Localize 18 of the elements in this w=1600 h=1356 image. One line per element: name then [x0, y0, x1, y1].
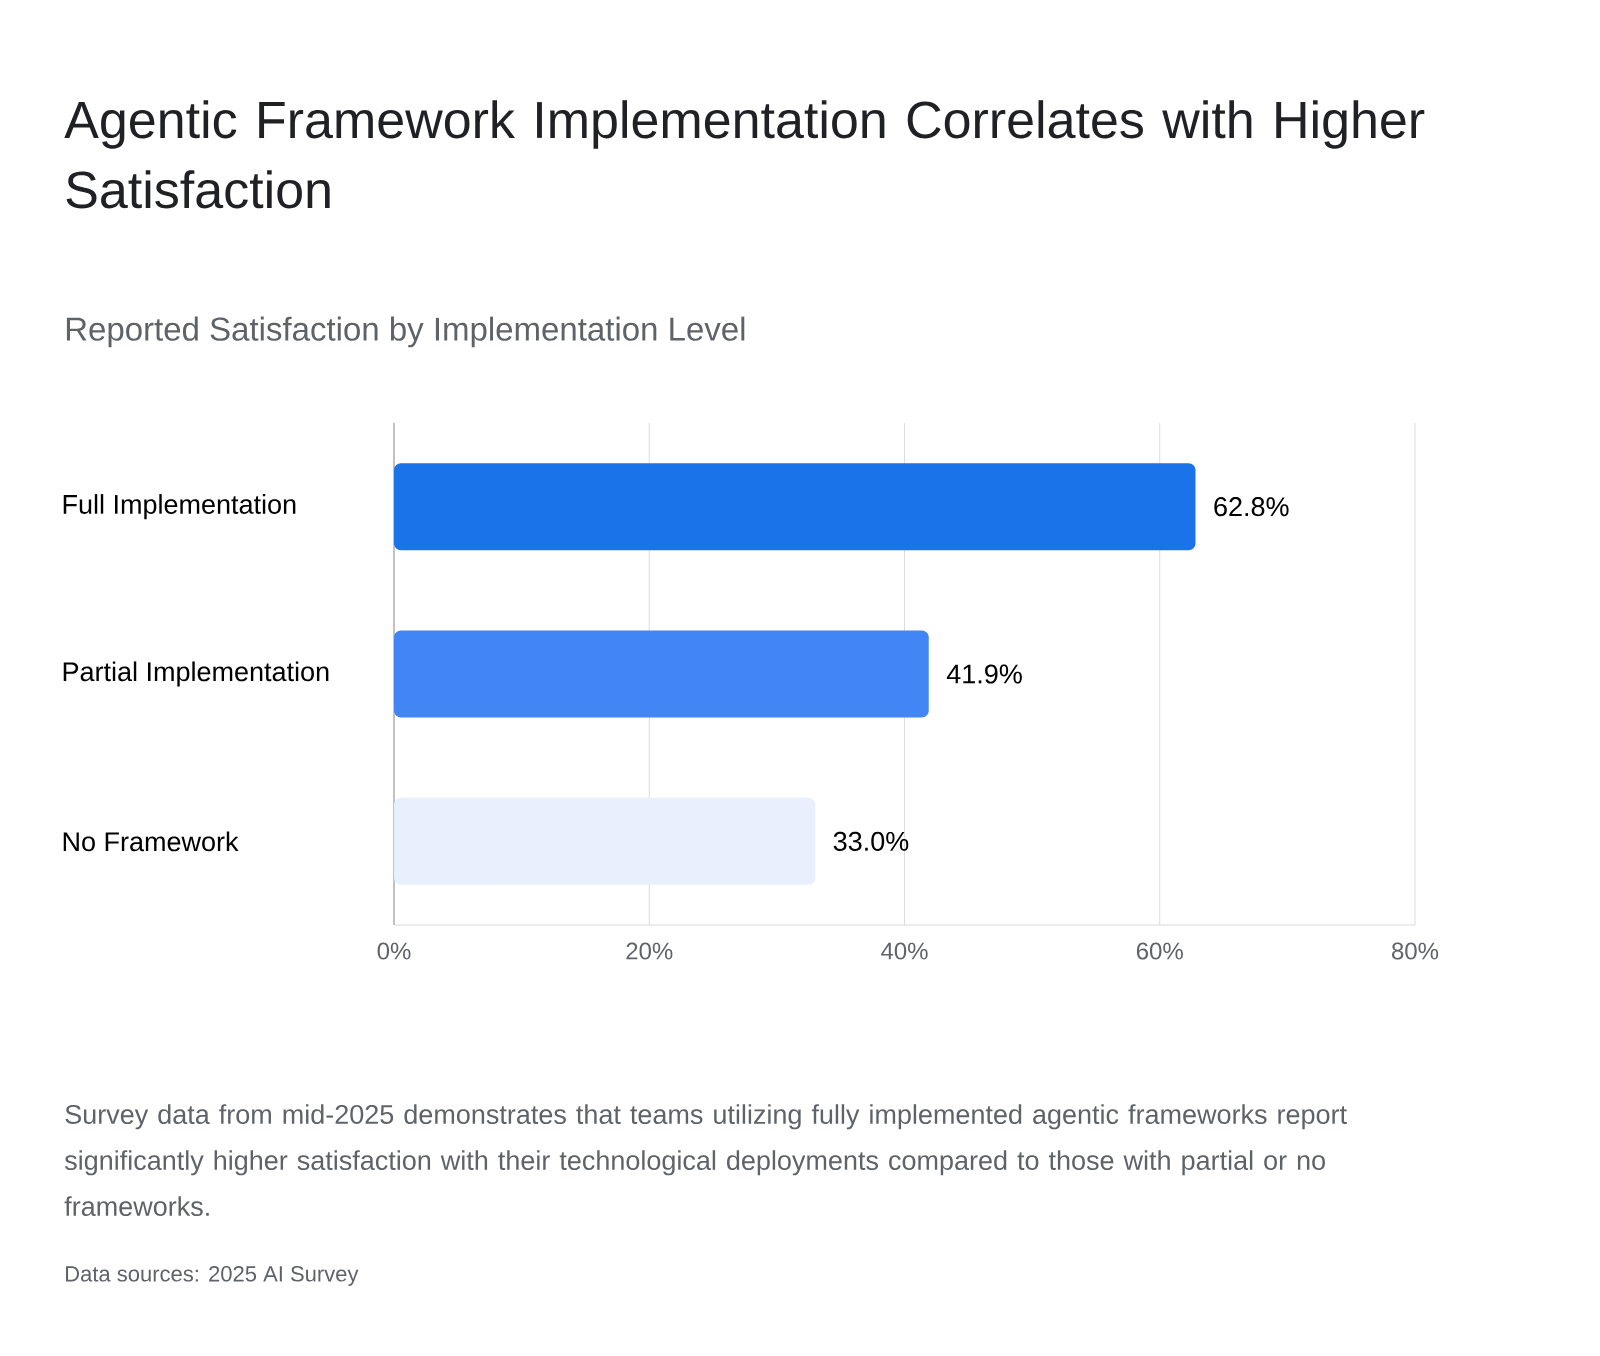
- y-tick-label: Partial Implementation: [63, 661, 329, 687]
- y-tick-label: Full Implementation: [63, 494, 296, 520]
- bar: [394, 630, 929, 718]
- chart-title: Agentic Framework Implementation Correlates with Higher Satisfaction: [64, 100, 1425, 209]
- data-label: 41.9%: [946, 664, 1022, 684]
- x-tick-label: 20%: [626, 942, 673, 960]
- text: Data sources: 2025 AI Survey: [66, 1266, 359, 1286]
- x-tick-label: 0%: [377, 942, 411, 960]
- y-tick-label: No Framework: [63, 831, 239, 852]
- x-tick-label: 60%: [1136, 942, 1183, 960]
- x-tick-label: 80%: [1392, 942, 1439, 960]
- bar: [394, 797, 816, 885]
- data-label: 33.0%: [833, 831, 909, 851]
- chart-subtitle: Reported Satisfaction by Implementation Level: [66, 316, 745, 348]
- x-tick-label: 40%: [881, 942, 928, 960]
- bar: [394, 463, 1196, 551]
- text: Survey data from mid-2025 demonstrates that teams utilizing fully implemented agentic frameworks report significantly higher satisfaction with their technological deployments compared to those with partial or no frameworks.: [64, 1104, 1347, 1217]
- data-label: 62.8%: [1214, 497, 1289, 517]
